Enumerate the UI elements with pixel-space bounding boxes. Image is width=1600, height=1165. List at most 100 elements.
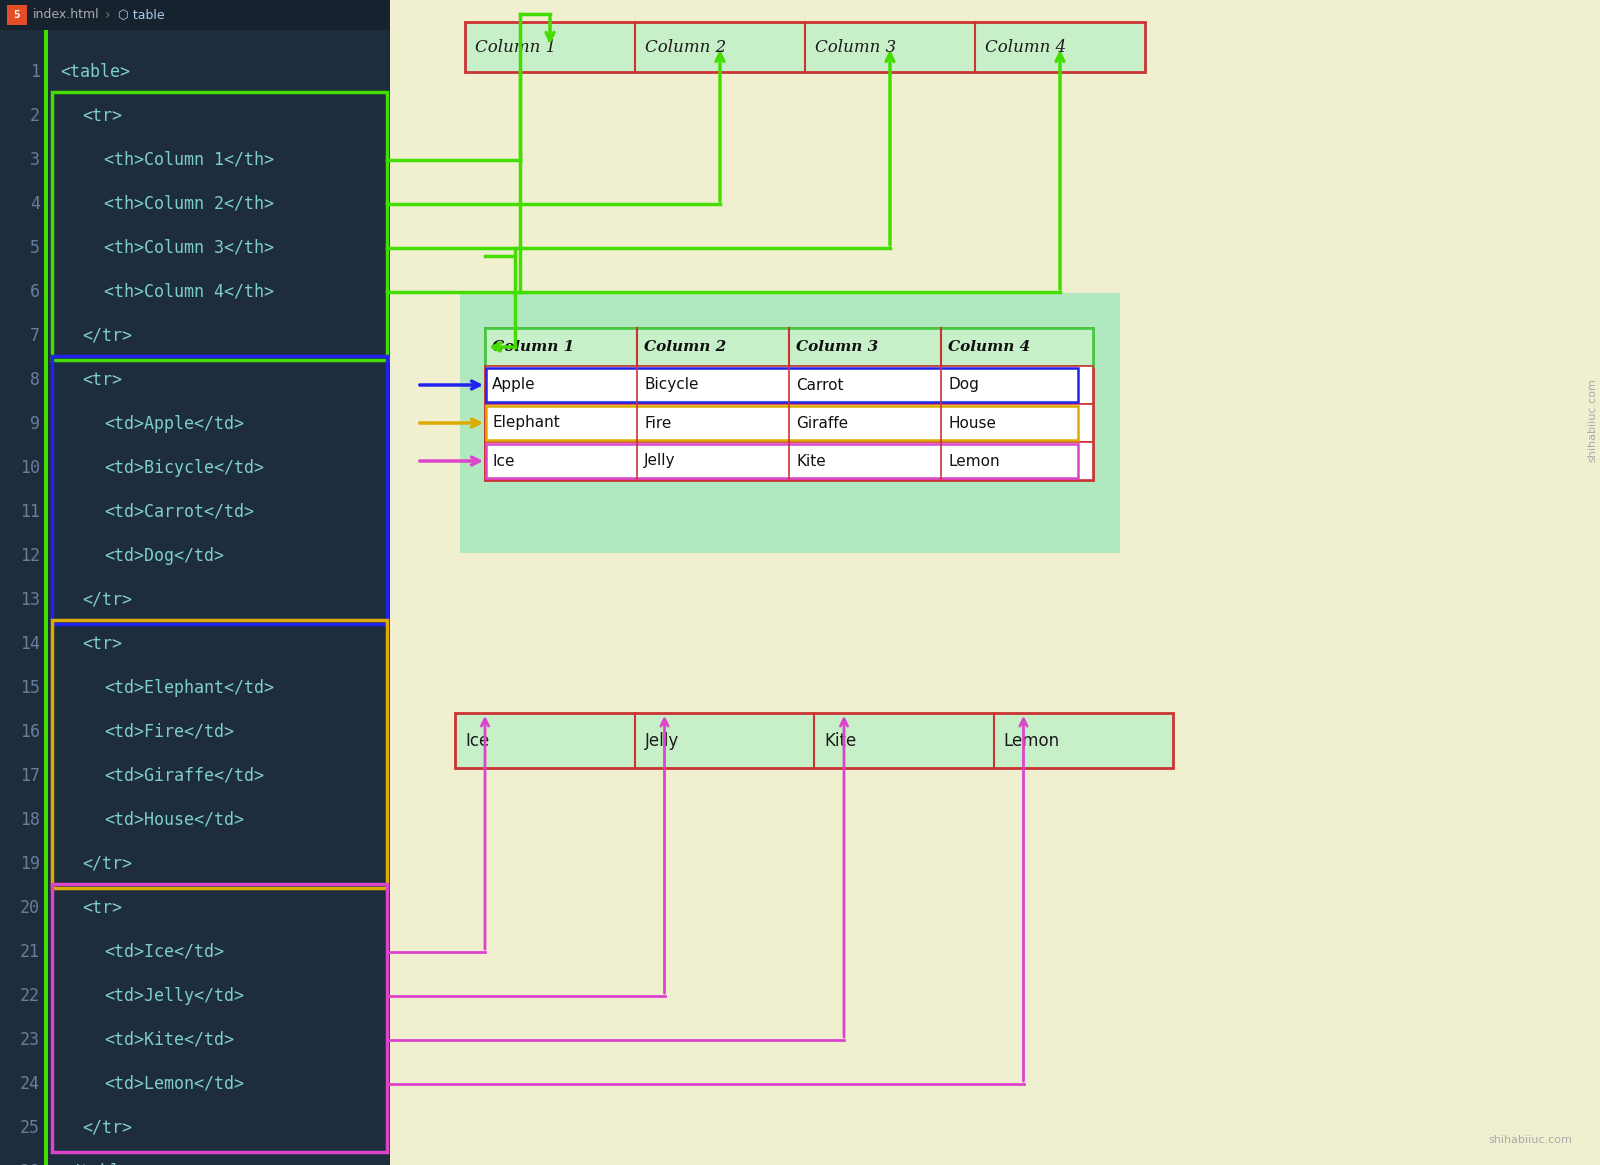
Text: <th>Column 1</th>: <th>Column 1</th> xyxy=(104,151,274,169)
Text: 10: 10 xyxy=(19,459,40,476)
Text: Column 3: Column 3 xyxy=(814,38,896,56)
Bar xyxy=(466,22,1146,72)
Text: shihabiiuc.com: shihabiiuc.com xyxy=(1587,379,1597,463)
Text: Column 4: Column 4 xyxy=(986,38,1066,56)
Text: <tr>: <tr> xyxy=(82,635,122,654)
Text: 16: 16 xyxy=(19,723,40,741)
Bar xyxy=(51,92,387,360)
Text: 6: 6 xyxy=(30,283,40,301)
Text: Lemon: Lemon xyxy=(947,453,1000,468)
Text: 26: 26 xyxy=(19,1163,40,1165)
Text: </table>: </table> xyxy=(61,1163,141,1165)
Text: <td>Kite</td>: <td>Kite</td> xyxy=(104,1031,234,1048)
Text: 24: 24 xyxy=(19,1075,40,1093)
Text: Column 3: Column 3 xyxy=(797,340,878,354)
Text: Carrot: Carrot xyxy=(797,377,843,393)
Text: 23: 23 xyxy=(19,1031,40,1048)
Text: <tr>: <tr> xyxy=(82,899,122,917)
Text: <td>Fire</td>: <td>Fire</td> xyxy=(104,723,234,741)
Text: <td>Elephant</td>: <td>Elephant</td> xyxy=(104,679,274,697)
Text: Lemon: Lemon xyxy=(1003,732,1059,749)
Text: Dog: Dog xyxy=(947,377,979,393)
Text: ›: › xyxy=(106,8,110,22)
Text: 15: 15 xyxy=(19,679,40,697)
Text: Column 4: Column 4 xyxy=(947,340,1030,354)
Text: <td>Lemon</td>: <td>Lemon</td> xyxy=(104,1075,243,1093)
Text: 21: 21 xyxy=(19,942,40,961)
Text: </tr>: </tr> xyxy=(82,1120,131,1137)
Text: <td>House</td>: <td>House</td> xyxy=(104,811,243,829)
Text: </tr>: </tr> xyxy=(82,855,131,873)
Bar xyxy=(485,442,1093,480)
Text: 13: 13 xyxy=(19,591,40,609)
Text: shihabiiuc.com: shihabiiuc.com xyxy=(1488,1135,1571,1145)
Text: Elephant: Elephant xyxy=(493,416,560,431)
Bar xyxy=(0,0,390,30)
Text: <th>Column 2</th>: <th>Column 2</th> xyxy=(104,195,274,213)
Text: 8: 8 xyxy=(30,370,40,389)
Text: Kite: Kite xyxy=(824,732,856,749)
Text: 18: 18 xyxy=(19,811,40,829)
Bar xyxy=(6,5,27,24)
Text: 11: 11 xyxy=(19,503,40,521)
Text: 3: 3 xyxy=(30,151,40,169)
Text: <tr>: <tr> xyxy=(82,370,122,389)
Text: <th>Column 3</th>: <th>Column 3</th> xyxy=(104,239,274,257)
Text: ⬡ table: ⬡ table xyxy=(118,8,165,21)
Text: <tr>: <tr> xyxy=(82,107,122,125)
Text: <td>Jelly</td>: <td>Jelly</td> xyxy=(104,987,243,1005)
Text: 17: 17 xyxy=(19,767,40,785)
Text: Ice: Ice xyxy=(466,732,490,749)
Bar xyxy=(461,294,1120,553)
Bar xyxy=(486,368,1078,402)
Text: 5: 5 xyxy=(14,10,21,20)
Text: 1: 1 xyxy=(30,63,40,82)
Bar xyxy=(486,405,1078,440)
Text: Fire: Fire xyxy=(643,416,672,431)
Text: <td>Dog</td>: <td>Dog</td> xyxy=(104,548,224,565)
Text: 22: 22 xyxy=(19,987,40,1005)
Text: 7: 7 xyxy=(30,327,40,345)
Bar xyxy=(485,366,1093,404)
Text: <td>Bicycle</td>: <td>Bicycle</td> xyxy=(104,459,264,476)
Text: <td>Ice</td>: <td>Ice</td> xyxy=(104,942,224,961)
Bar xyxy=(51,356,387,623)
Text: index.html: index.html xyxy=(34,8,99,21)
Bar xyxy=(51,884,387,1152)
Text: 19: 19 xyxy=(19,855,40,873)
Text: Bicycle: Bicycle xyxy=(643,377,699,393)
Text: </tr>: </tr> xyxy=(82,591,131,609)
Text: 14: 14 xyxy=(19,635,40,654)
Text: Jelly: Jelly xyxy=(645,732,678,749)
Text: <td>Carrot</td>: <td>Carrot</td> xyxy=(104,503,254,521)
Text: Column 1: Column 1 xyxy=(493,340,574,354)
Bar xyxy=(486,444,1078,478)
Text: Kite: Kite xyxy=(797,453,826,468)
Text: Giraffe: Giraffe xyxy=(797,416,848,431)
Text: 4: 4 xyxy=(30,195,40,213)
Text: 2: 2 xyxy=(30,107,40,125)
Text: Apple: Apple xyxy=(493,377,536,393)
Bar xyxy=(45,30,48,1165)
Bar xyxy=(454,713,1173,768)
Text: </tr>: </tr> xyxy=(82,327,131,345)
Bar xyxy=(51,620,387,888)
Text: <td>Apple</td>: <td>Apple</td> xyxy=(104,415,243,433)
Text: House: House xyxy=(947,416,995,431)
Text: Column 2: Column 2 xyxy=(643,340,726,354)
Text: 12: 12 xyxy=(19,548,40,565)
Text: Jelly: Jelly xyxy=(643,453,675,468)
Text: Ice: Ice xyxy=(493,453,515,468)
Bar xyxy=(485,404,1093,442)
Text: Column 1: Column 1 xyxy=(475,38,557,56)
Text: 9: 9 xyxy=(30,415,40,433)
Text: 25: 25 xyxy=(19,1120,40,1137)
Text: <table>: <table> xyxy=(61,63,130,82)
Bar xyxy=(0,0,390,1165)
Text: 5: 5 xyxy=(30,239,40,257)
Text: <td>Giraffe</td>: <td>Giraffe</td> xyxy=(104,767,264,785)
Bar xyxy=(485,329,1093,480)
Text: <th>Column 4</th>: <th>Column 4</th> xyxy=(104,283,274,301)
Text: Column 2: Column 2 xyxy=(645,38,726,56)
Bar xyxy=(485,329,1093,366)
